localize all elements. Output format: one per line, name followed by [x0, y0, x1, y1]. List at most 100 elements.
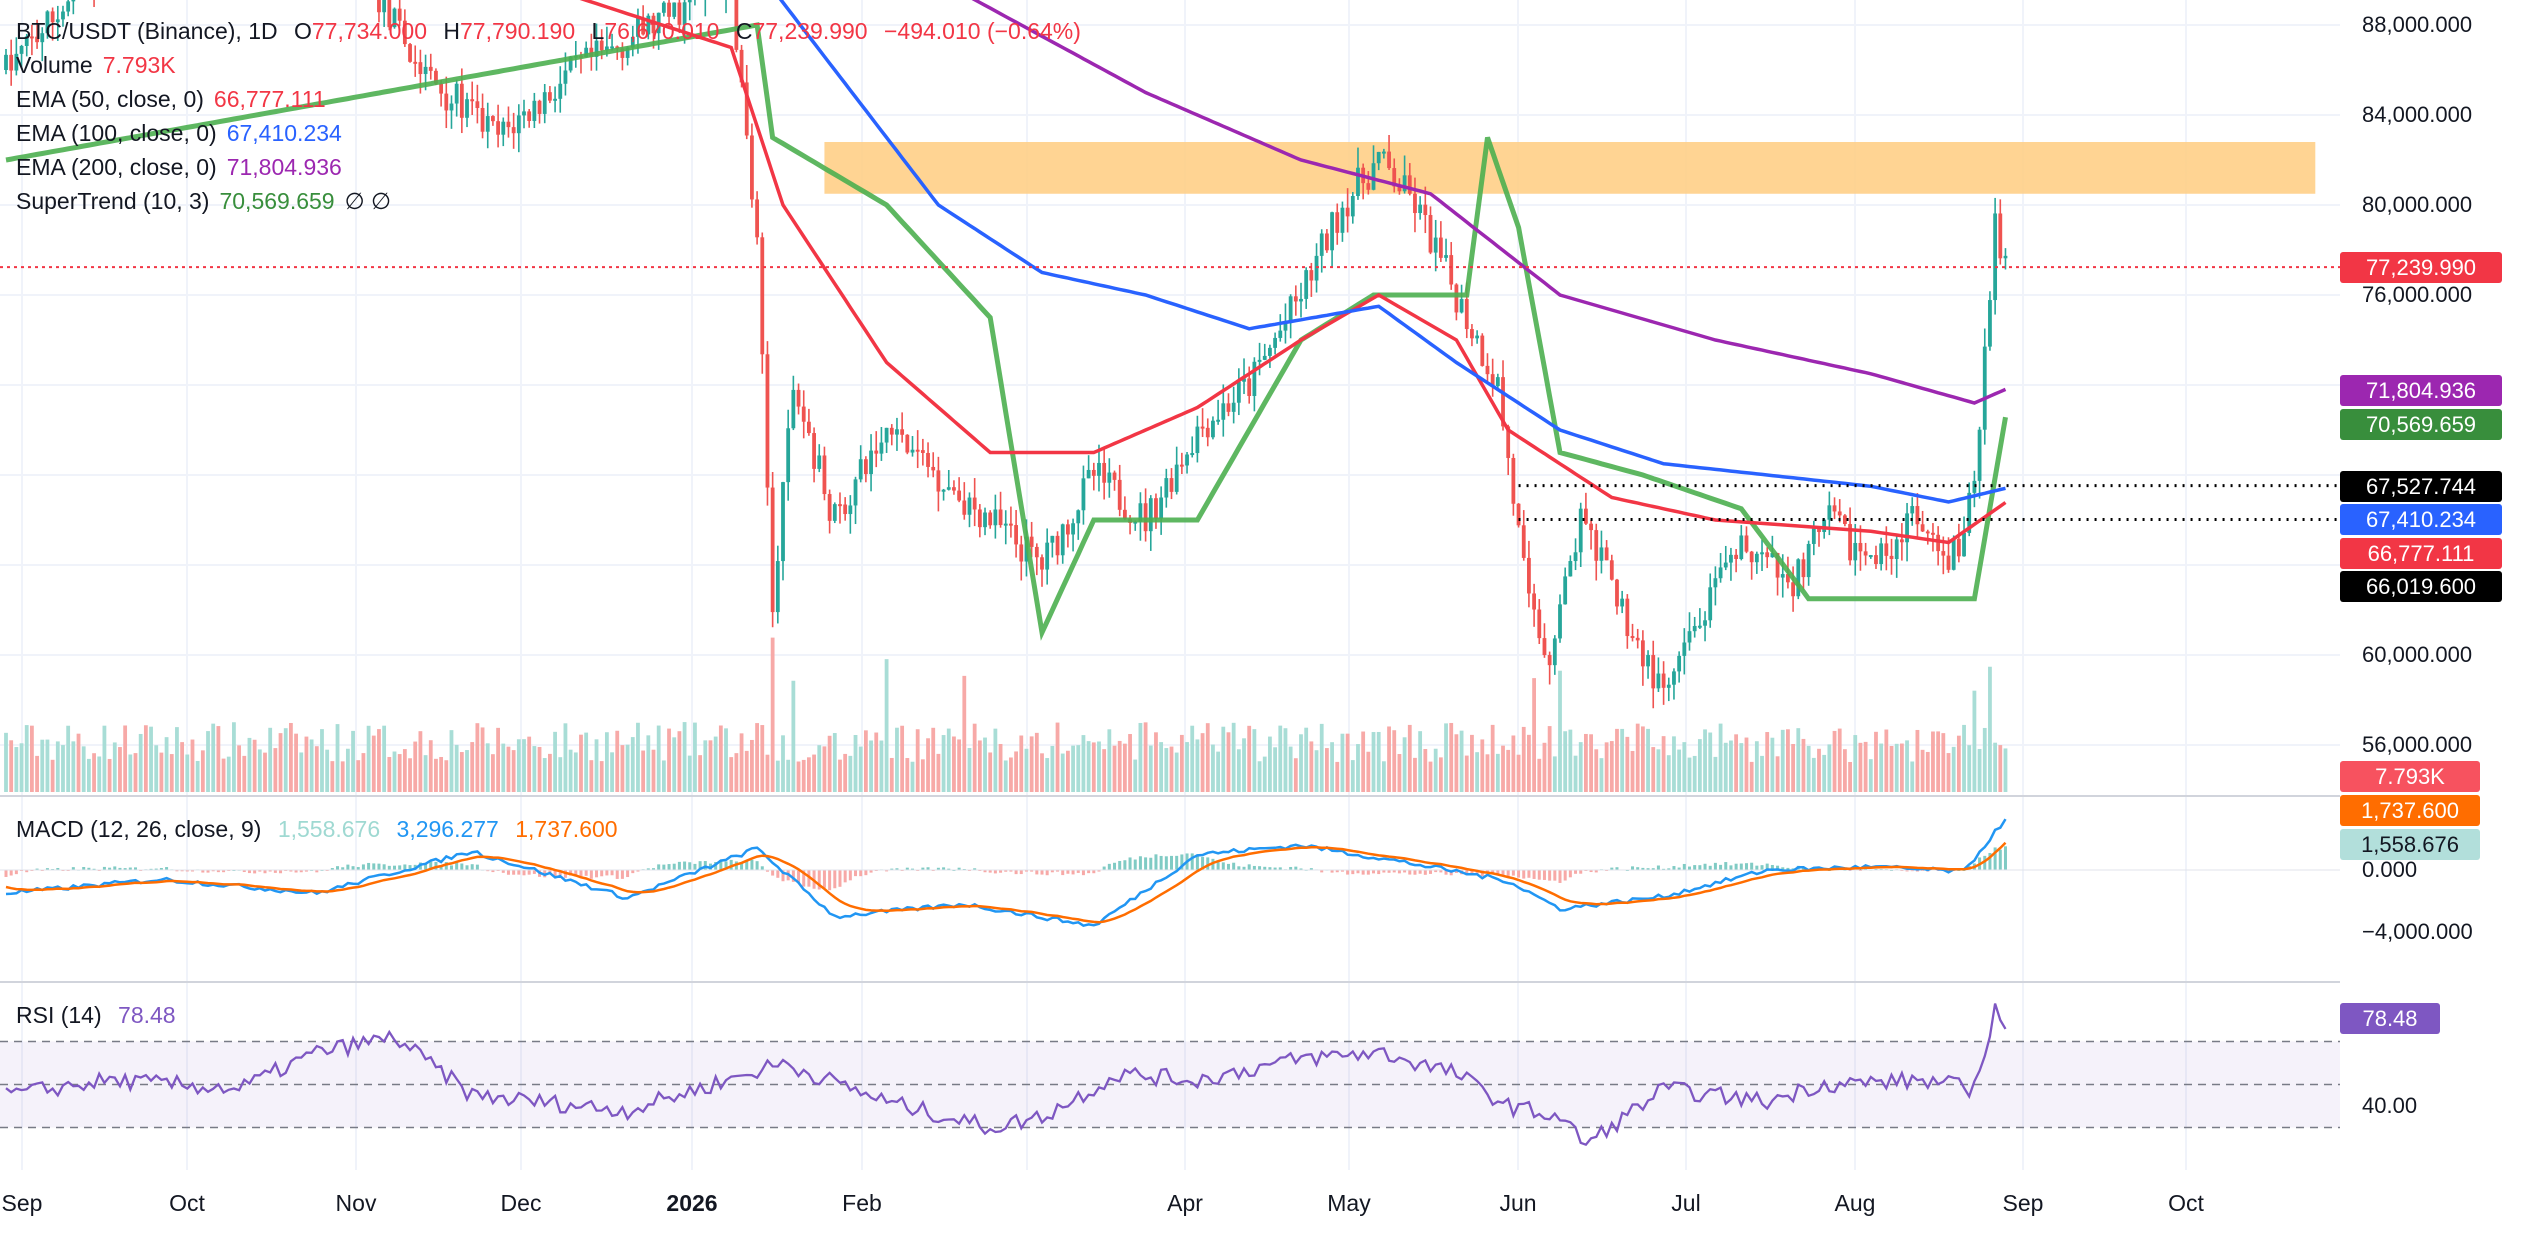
macd-hist-bar: [315, 870, 319, 873]
candle-body: [1703, 620, 1707, 626]
volume-bar: [1806, 745, 1811, 792]
candle-body: [542, 92, 547, 114]
volume-bar: [1200, 733, 1205, 792]
macd-hist-bar: [1998, 849, 2002, 870]
macd-hist-bar: [1024, 870, 1028, 872]
macd-hist-bar: [1066, 870, 1070, 874]
volume-bar: [97, 756, 102, 792]
candle-body: [434, 70, 438, 84]
macd-legend[interactable]: MACD (12, 26, close, 9) 1,558.676 3,296.…: [16, 812, 628, 846]
macd-hist-bar: [25, 870, 29, 873]
volume-bar: [169, 754, 174, 792]
macd-hist-bar: [1351, 870, 1355, 875]
candle-body: [506, 121, 511, 128]
volume-bar: [40, 739, 45, 792]
candle-body: [1122, 509, 1127, 519]
candle-body: [2003, 255, 2008, 259]
macd-hist-bar: [470, 864, 474, 870]
macd-hist-bar: [113, 866, 117, 870]
volume-bar: [475, 723, 480, 792]
macd-hist-bar: [393, 865, 396, 870]
volume-bar: [1366, 751, 1371, 792]
volume-bar: [283, 728, 288, 792]
macd-hist-bar: [268, 870, 272, 872]
volume-bar: [257, 749, 262, 792]
ema200-line: [971, 0, 2007, 405]
candle-body: [1226, 403, 1231, 412]
volume-bar: [413, 741, 418, 792]
volume-bar: [1169, 746, 1174, 792]
volume-bar: [377, 729, 381, 792]
volume-bar: [330, 761, 335, 792]
candle-body: [1211, 420, 1215, 438]
macd-hist-bar: [532, 870, 536, 874]
volume-bar: [1045, 758, 1050, 792]
legend-ema200[interactable]: EMA (200, close, 0) 71,804.936: [16, 150, 401, 184]
legend-volume[interactable]: Volume 7.793K: [16, 48, 401, 82]
volume-bar: [1905, 740, 1909, 792]
candle-body: [1205, 427, 1210, 438]
candle-body: [501, 121, 506, 135]
legend-ema100[interactable]: EMA (100, close, 0) 67,410.234: [16, 116, 401, 150]
candle-body: [1666, 684, 1671, 688]
legend-ema50[interactable]: EMA (50, close, 0) 66,777.111: [16, 82, 401, 116]
legend-supertrend[interactable]: SuperTrend (10, 3) 70,569.659 ∅ ∅: [16, 184, 401, 218]
volume-bar: [734, 753, 739, 792]
macd-hist-bar: [1330, 870, 1334, 873]
candle-body: [1899, 539, 1904, 543]
volume-bar: [1552, 756, 1557, 792]
symbol-title[interactable]: BTC/USDT (Binance), 1D: [16, 18, 278, 44]
volume-bar: [465, 750, 469, 792]
rsi-legend[interactable]: RSI (14) 78.48: [16, 998, 186, 1032]
macd-hist-bar: [1299, 868, 1303, 870]
candle-body: [1931, 532, 1935, 535]
macd-hist-bar: [206, 870, 210, 873]
volume-bar: [1884, 729, 1889, 792]
candle-body: [1029, 536, 1034, 547]
candle-body: [40, 33, 45, 43]
macd-hist-bar: [1542, 870, 1546, 880]
volume-bar: [910, 761, 915, 792]
macd-hist-bar: [657, 864, 661, 870]
candle-body: [1874, 555, 1878, 565]
macd-hist-bar: [1693, 865, 1697, 870]
volume-bar: [1102, 749, 1107, 792]
candle-body: [4, 54, 8, 70]
candle-body: [444, 93, 449, 111]
volume-bar: [962, 675, 967, 792]
volume-bar: [651, 749, 656, 792]
candle-body: [548, 92, 552, 101]
volume-bar: [1837, 728, 1842, 792]
candle-body: [1552, 638, 1557, 666]
macd-hist-bar: [1263, 866, 1267, 870]
candle-body: [1257, 359, 1262, 362]
volume-bar: [55, 741, 60, 792]
macd-hist-bar: [864, 870, 868, 876]
candle-body: [1594, 530, 1599, 561]
volume-bar: [501, 743, 506, 792]
candle-body: [931, 466, 936, 471]
volume-bar: [1470, 734, 1474, 792]
macd-hist-bar: [1403, 870, 1407, 873]
macd-hist-bar: [501, 870, 505, 873]
macd-hist-bar: [1201, 856, 1205, 870]
volume-bar: [1651, 747, 1656, 792]
macd-hist-bar: [1154, 854, 1158, 870]
volume-bar: [1915, 729, 1920, 792]
level-high-tag: 67,527.744: [2340, 471, 2502, 502]
volume-bar: [1853, 735, 1858, 792]
candle-body: [1905, 513, 1909, 543]
volume-bar: [988, 752, 993, 792]
candle-body: [1822, 519, 1827, 533]
candle-body: [1547, 655, 1552, 666]
macd-hist-bar: [1558, 870, 1562, 883]
candle-body: [1252, 361, 1257, 397]
macd-hist-bar: [1703, 863, 1707, 870]
volume-bar: [1501, 745, 1505, 792]
macd-hist-bar: [667, 864, 671, 870]
horizontal-levels[interactable]: [1518, 484, 2340, 522]
macd-hist-bar: [1247, 864, 1251, 870]
macd-hist-bar: [1418, 870, 1422, 874]
macd-hist-bar: [1320, 870, 1324, 873]
